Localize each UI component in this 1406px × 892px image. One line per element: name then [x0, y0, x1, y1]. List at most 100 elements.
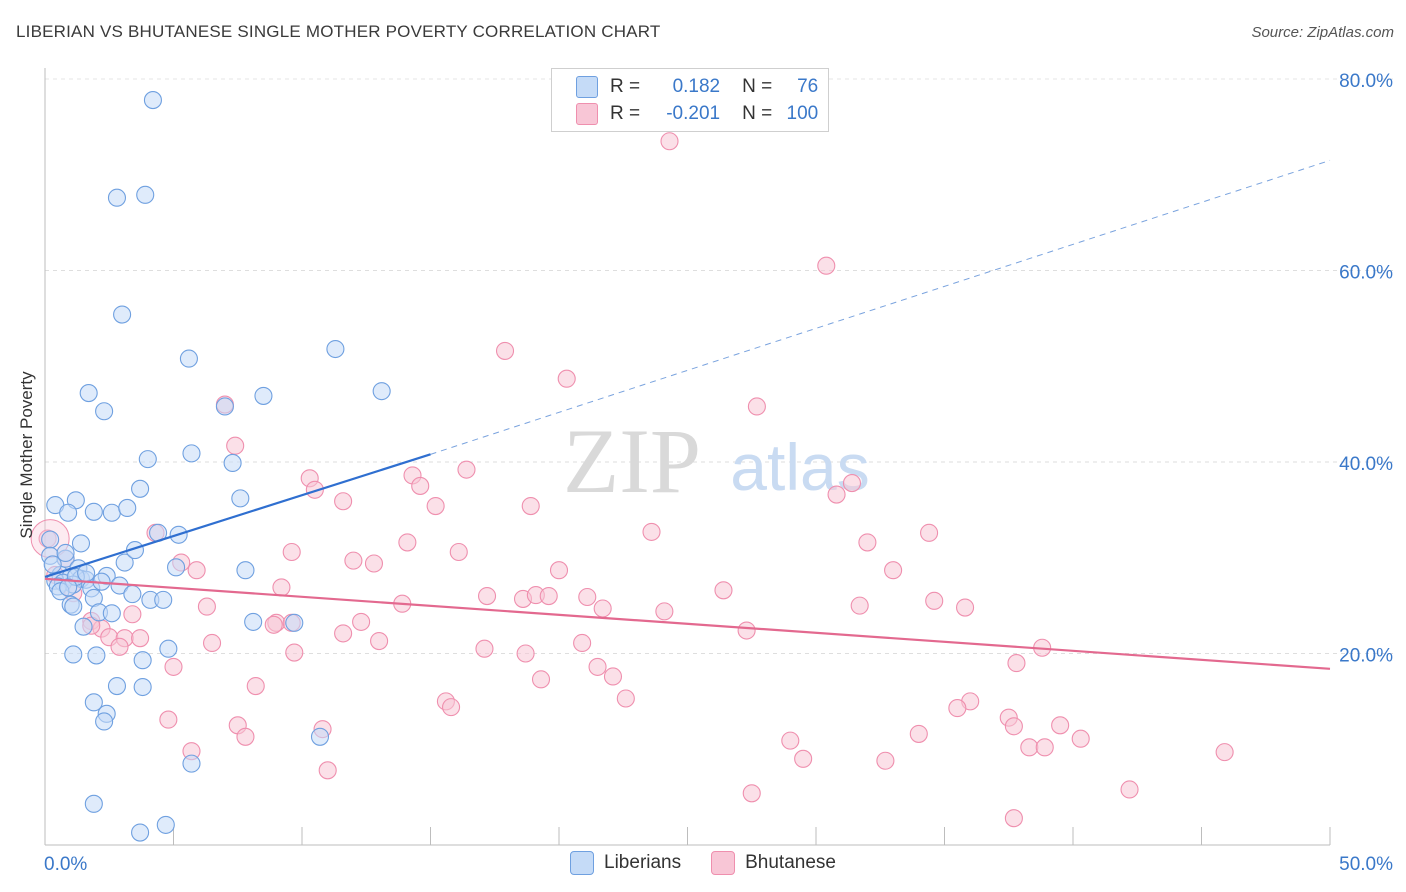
y-tick-label: 40.0% [1339, 454, 1393, 475]
bhutanese-point [411, 476, 430, 495]
bhutanese-point [1215, 743, 1234, 762]
bhutanese-point [1051, 716, 1070, 735]
liberians-point [131, 479, 150, 498]
bhutanese-point [858, 533, 877, 552]
bhutanese-point [131, 629, 150, 648]
liberians-point [310, 727, 330, 746]
bhutanese-point [495, 341, 515, 360]
liberians-point [143, 91, 162, 110]
bhutanese-point [159, 710, 178, 729]
bhutanese-point [449, 542, 468, 562]
bhutanese-point [457, 460, 476, 479]
bhutanese-point [334, 624, 353, 643]
bhutanese-point [516, 644, 535, 663]
liberians-trend-extension [430, 159, 1331, 455]
liberians-point [64, 597, 83, 616]
liberians-point [154, 590, 173, 609]
n-label: N = [742, 76, 773, 97]
bhutanese-point [1004, 717, 1023, 736]
y-tick-label: 20.0% [1339, 646, 1393, 667]
liberians-point [159, 639, 178, 658]
bhutanese-point [264, 615, 283, 634]
bhutanese-point [948, 699, 967, 718]
liberians-point [84, 502, 103, 521]
axes [44, 68, 1331, 846]
watermark-atlas: atlas [730, 430, 869, 504]
bhutanese-point [588, 657, 607, 676]
liberians-point [123, 585, 142, 604]
bhutanese-point [442, 698, 461, 717]
liberians-point [244, 612, 263, 631]
liberians-point [79, 384, 98, 403]
chart-title: LIBERIAN VS BHUTANESE SINGLE MOTHER POVE… [16, 22, 661, 41]
liberians-point [107, 677, 127, 696]
liberians-point [59, 578, 78, 597]
bhutanese-point [236, 727, 255, 746]
y-tick-label: 60.0% [1339, 263, 1393, 284]
liberians-swatch [576, 76, 598, 98]
liberians-point [133, 677, 152, 697]
r-label: R = [610, 103, 641, 124]
liberians-point [102, 604, 121, 623]
liberians-point [156, 815, 175, 834]
bhutanese-point [352, 612, 371, 631]
liberians-point [231, 489, 250, 508]
bhutanese-point [398, 533, 417, 552]
bhutanese-point [909, 724, 928, 743]
bhutanese-point [884, 561, 903, 580]
liberians-point [223, 453, 242, 473]
liberians-point [182, 444, 201, 463]
bhutanese-point [344, 551, 363, 570]
y-tick-label: 80.0% [1339, 71, 1393, 92]
liberians-point [254, 386, 273, 405]
n-label: N = [742, 103, 773, 124]
bhutanese-point [334, 492, 353, 511]
bhutanese-point [285, 643, 304, 662]
bhutanese-point [1004, 809, 1023, 828]
bhutanese-point [123, 605, 142, 624]
bhutanese-point [364, 554, 384, 573]
liberians-point [326, 339, 345, 359]
bhutanese-point [747, 397, 766, 416]
liberians-point [74, 617, 93, 636]
legend-row-liberians: R = 0.182 N = 76 [576, 75, 818, 99]
liberians-point [131, 823, 150, 842]
liberians-legend-swatch [570, 851, 595, 875]
legend-item-liberians[interactable]: Liberians [570, 851, 681, 875]
bhutanese-point [197, 597, 216, 616]
bhutanese-point [1007, 654, 1026, 673]
liberians-point [182, 754, 201, 773]
y-axis-label: Single Mother Poverty [17, 371, 36, 539]
legend-item-bhutanese[interactable]: Bhutanese [711, 851, 836, 875]
bhutanese-points [30, 132, 1234, 828]
liberians-point [138, 450, 157, 469]
bhutanese-point [370, 632, 389, 651]
bhutanese-point [246, 677, 265, 696]
bhutanese-point [521, 496, 540, 516]
liberians-point [236, 561, 255, 580]
legend-row-bhutanese: R = -0.201 N = 100 [576, 102, 818, 126]
trend-lines [44, 159, 1331, 670]
bhutanese-point [956, 598, 975, 617]
r-value: 0.182 [672, 76, 721, 97]
n-value: 76 [797, 76, 819, 97]
bhutanese-point [272, 578, 291, 597]
r-label: R = [610, 76, 641, 97]
bhutanese-point [817, 256, 836, 275]
liberians-point [84, 794, 103, 813]
bhutanese-point [794, 749, 813, 768]
liberians-point [95, 712, 114, 731]
bhutanese-point [203, 633, 222, 653]
bhutanese-point [850, 596, 869, 615]
bhutanese-point [578, 587, 597, 607]
bhutanese-point [110, 637, 129, 656]
x-tick-label: 0.0% [44, 854, 87, 875]
bhutanese-point [1035, 738, 1054, 757]
bhutanese-point [477, 586, 497, 606]
liberians-point [167, 558, 186, 577]
liberians-point [113, 305, 132, 324]
liberians-point [95, 402, 114, 421]
liberians-legend-label: Liberians [604, 852, 682, 873]
bhutanese-point [531, 670, 551, 689]
